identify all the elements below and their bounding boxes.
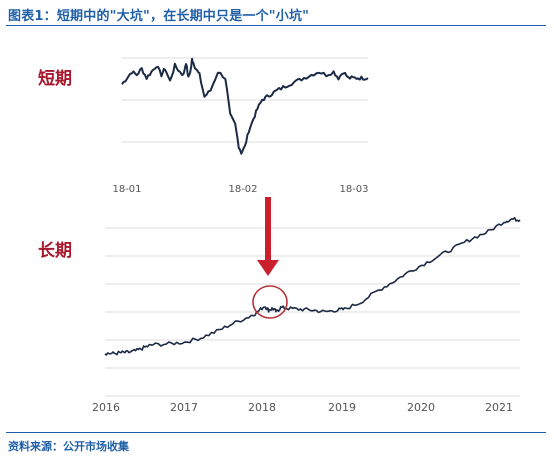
panel-label-short-term: 短期 <box>38 69 72 89</box>
series-line-short-term <box>121 57 369 155</box>
source-rule <box>6 432 546 433</box>
x-tick-label: 2017 <box>170 401 198 414</box>
x-tick-label: 2019 <box>328 401 356 414</box>
annotation-circle <box>252 285 288 319</box>
x-tick-label: 18-02 <box>228 184 257 195</box>
title-underline <box>6 25 546 26</box>
x-tick-label: 18-01 <box>112 184 141 195</box>
source-note: 资料来源：公开市场收集 <box>8 440 129 453</box>
x-tick-label: 2018 <box>248 401 276 414</box>
x-tick-label: 18-03 <box>339 184 368 195</box>
annotation-arrow-head <box>257 260 279 276</box>
panel-label-long-term: 长期 <box>38 241 72 261</box>
x-tick-label: 2016 <box>92 401 120 414</box>
x-tick-label: 2020 <box>407 401 435 414</box>
figure-title: 图表1：短期中的"大坑"，在长期中只是一个"小坑" <box>8 9 310 24</box>
x-tick-label: 2021 <box>485 401 513 414</box>
series-line-long-term <box>104 216 521 356</box>
